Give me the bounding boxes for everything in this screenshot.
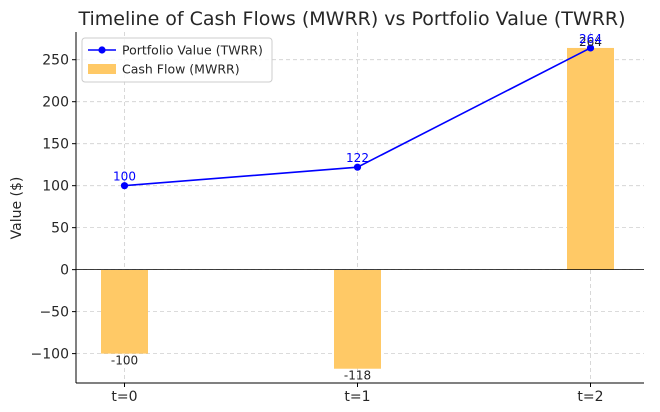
axes: [75, 32, 644, 384]
x-tick-label: t=2: [577, 389, 603, 405]
portfolio-value-point: [353, 163, 362, 171]
y-tick-label: −100: [31, 347, 69, 363]
cash-flow-bar: [334, 269, 381, 369]
portfolio-value-label: 122: [346, 151, 369, 165]
portfolio-value-line-group: [120, 44, 595, 190]
legend-label-portfolio-value: Portfolio Value (TWRR): [122, 43, 263, 58]
cash-flow-value-label: -100: [111, 354, 138, 368]
x-tick-label: t=0: [111, 389, 137, 405]
x-tick-label: t=1: [344, 389, 370, 405]
cash-flow-value-label: 264: [579, 35, 602, 49]
cash-flow-bar: [567, 47, 614, 270]
cash-flow-value-label: -118: [344, 369, 371, 383]
portfolio-value-label: 100: [113, 170, 136, 184]
tick-labels: −100 −50 0 50 100 150 200 250 t=0 t=1 t=2: [31, 53, 604, 405]
cash-flow-bar: [101, 269, 148, 354]
portfolio-value-point: [586, 44, 595, 52]
y-axis-label: Value ($): [9, 177, 25, 240]
cash-flow-bars: [101, 47, 614, 369]
legend-label-cash-flow: Cash Flow (MWRR): [122, 62, 240, 77]
legend-line-marker: [98, 46, 106, 54]
legend-bar-swatch: [88, 64, 116, 74]
y-tick-label: 100: [42, 179, 69, 195]
y-tick-label: 50: [51, 221, 69, 237]
y-tick-label: −50: [39, 305, 69, 321]
y-tick-label: 0: [60, 263, 69, 279]
portfolio-value-point: [120, 182, 129, 190]
legend: Portfolio Value (TWRR) Cash Flow (MWRR): [81, 37, 273, 83]
y-tick-label: 150: [42, 137, 69, 153]
chart-title: Timeline of Cash Flows (MWRR) vs Portfol…: [77, 8, 625, 30]
y-tick-label: 250: [42, 53, 69, 69]
portfolio-value-label: 264: [579, 32, 602, 46]
y-tick-label: 200: [42, 95, 69, 111]
legend-box: [81, 37, 273, 83]
